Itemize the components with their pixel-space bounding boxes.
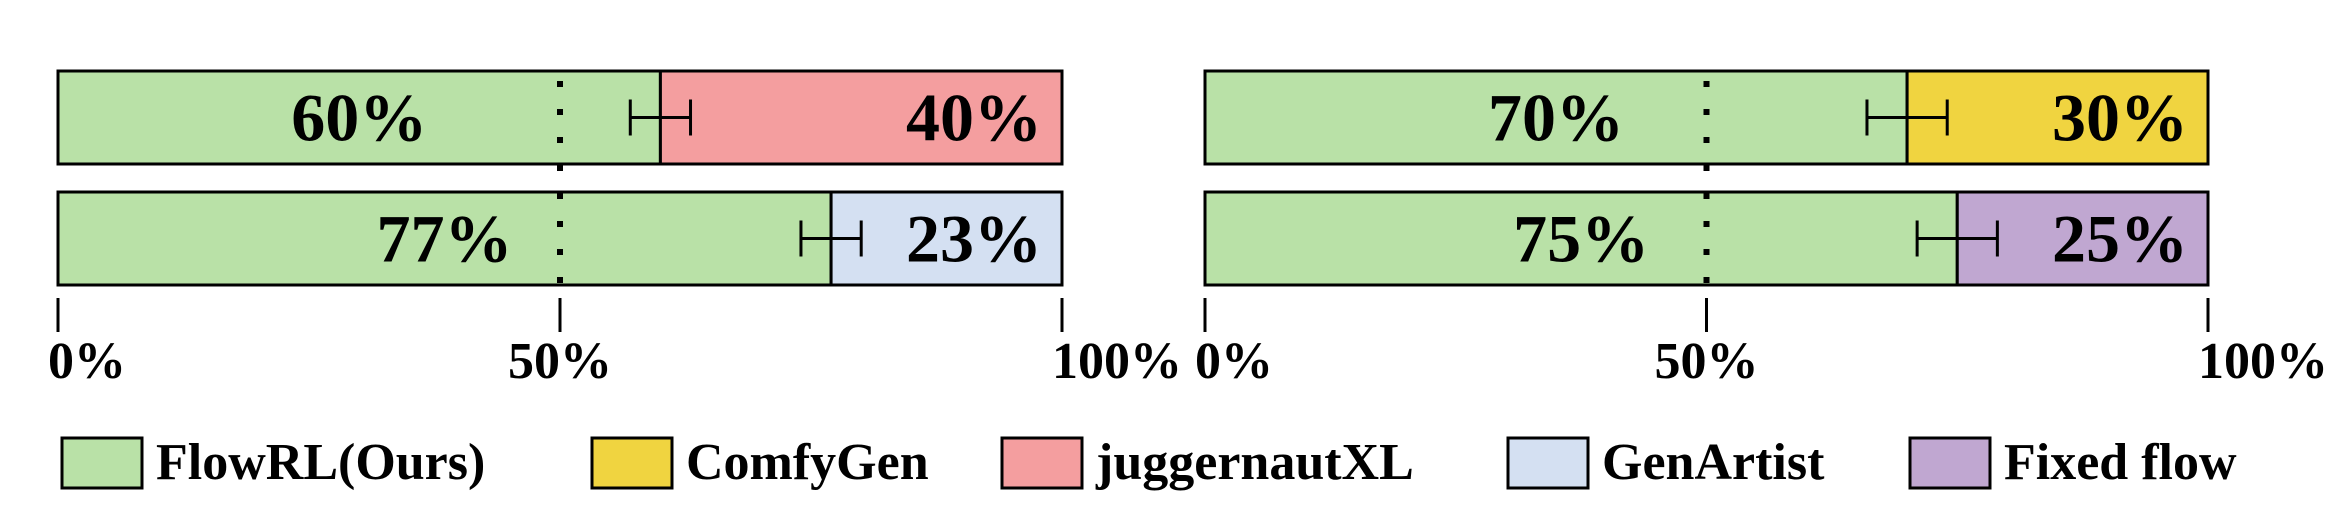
x-tick-label-panel1-1: 50%	[508, 333, 612, 390]
bar-flowrl-panel2-row2	[1203, 190, 1959, 287]
label-ours-panel2-row2: 75%	[1513, 201, 1649, 277]
label-other-panel1-row2: 23%	[906, 201, 1042, 277]
legend-swatch-juggernautxl	[1000, 436, 1084, 490]
x-tick-label-panel2-0: 0%	[1195, 333, 1273, 390]
legend-swatch-comfygen	[590, 436, 674, 490]
legend-label-genartist: GenArtist	[1602, 434, 1825, 491]
legend-label-juggernautxl: juggernautXL	[1095, 434, 1414, 491]
bar-flowrl-panel1-row2	[56, 190, 833, 287]
legend-swatch-flowrl-ours	[60, 436, 144, 490]
bar-comfygen-panel2-row1	[1905, 69, 2210, 166]
x-tick-label-panel2-2: 100%	[2198, 333, 2328, 390]
bar-fixed-flow-panel2-row2	[1955, 190, 2210, 287]
label-other-panel2-row2: 25%	[2052, 201, 2188, 277]
legend-label-fixed-flow: Fixed flow	[2004, 434, 2237, 491]
x-tick-label-panel1-2: 100%	[1052, 333, 1182, 390]
label-other-panel2-row1: 30%	[2052, 80, 2188, 156]
legend-swatch-fixed-flow	[1908, 436, 1992, 490]
legend-label-flowrl-ours: FlowRL(Ours)	[156, 434, 485, 491]
label-other-panel1-row1: 40%	[906, 80, 1042, 156]
x-tick-label-panel2-1: 50%	[1655, 333, 1759, 390]
legend-label-comfygen: ComfyGen	[686, 434, 929, 491]
bar-juggernautxl-panel1-row1	[658, 69, 1064, 166]
label-ours-panel1-row1: 60%	[291, 80, 427, 156]
legend-swatch-genartist	[1506, 436, 1590, 490]
x-tick-label-panel1-0: 0%	[48, 333, 126, 390]
label-ours-panel1-row2: 77%	[377, 201, 513, 277]
label-ours-panel2-row1: 70%	[1488, 80, 1624, 156]
bar-genartist-panel1-row2	[829, 190, 1064, 287]
